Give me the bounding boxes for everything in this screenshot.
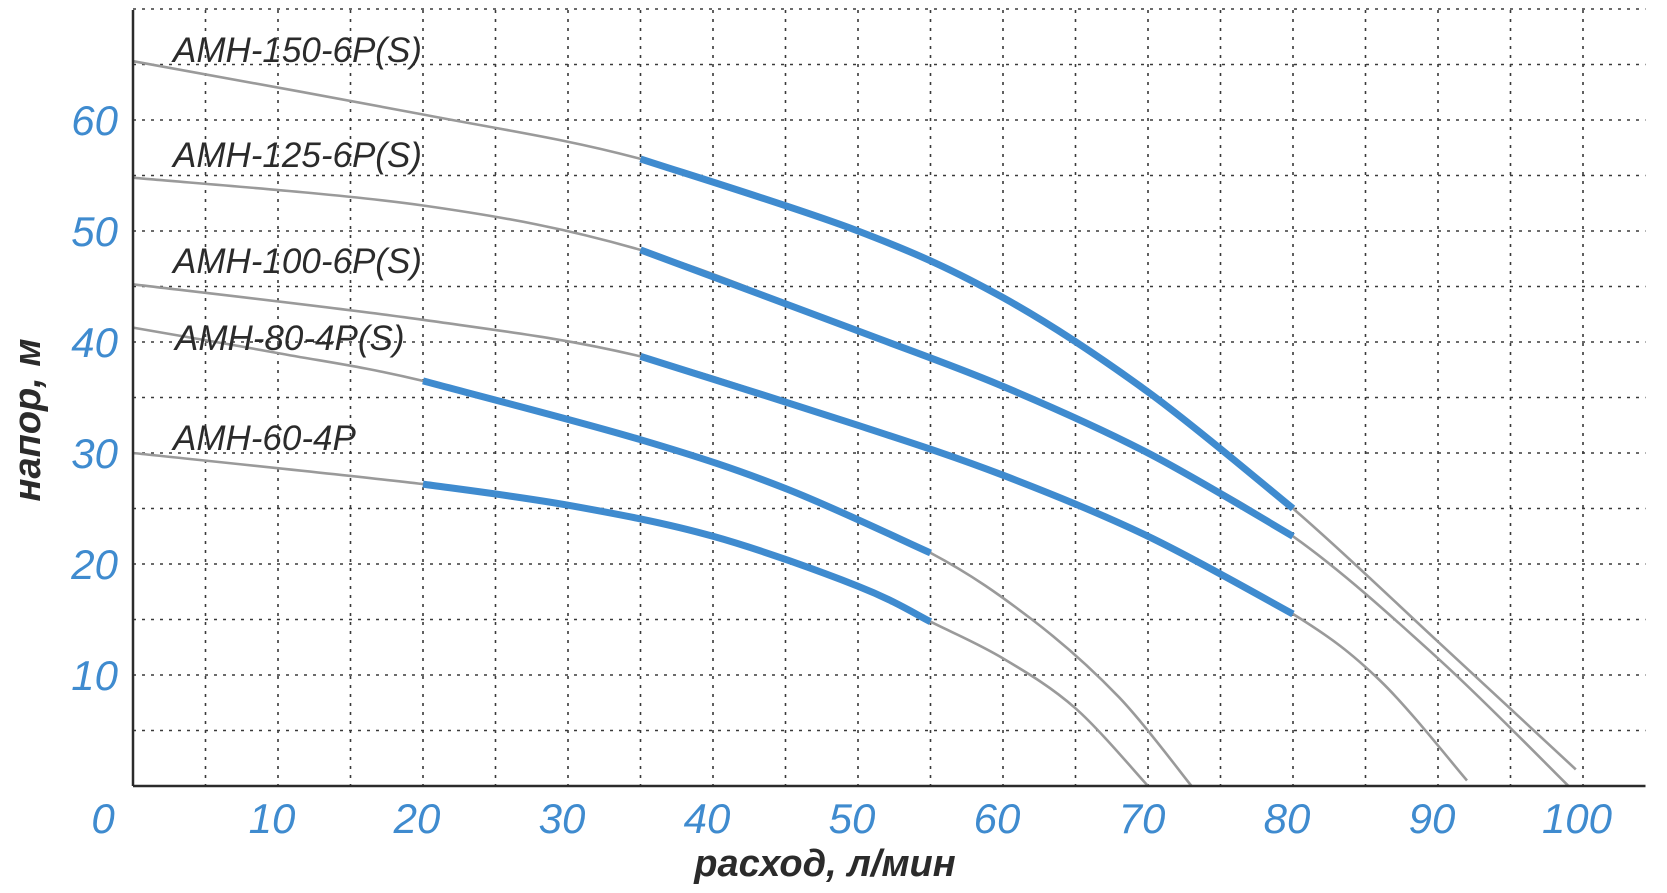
y-tick-label: 30 xyxy=(71,430,118,477)
pump-curves xyxy=(132,59,1577,787)
axes xyxy=(131,10,1646,788)
x-tick-label: 70 xyxy=(1119,795,1166,842)
y-tick-label: 10 xyxy=(71,652,118,699)
grid xyxy=(133,8,1646,786)
series-label: АМН-80-4Р(S) xyxy=(173,319,404,358)
series-curve xyxy=(132,283,1468,782)
series-working-range xyxy=(422,377,932,557)
series-curve xyxy=(132,451,1149,787)
y-tick-labels: 10 20 30 40 50 60 xyxy=(70,97,118,699)
series-label: АМН-100-6Р(S) xyxy=(171,242,422,281)
x-tick-label: 0 xyxy=(91,795,115,842)
x-axis-title: расход, л/мин xyxy=(693,843,956,885)
series-working-range xyxy=(639,353,1295,618)
series-working-range xyxy=(422,480,933,625)
y-axis-title: напор, м xyxy=(7,339,49,502)
x-tick-label: 80 xyxy=(1264,795,1311,842)
series-working-range xyxy=(639,246,1295,540)
x-tick-label: 100 xyxy=(1542,795,1613,842)
x-tick-label: 60 xyxy=(974,795,1021,842)
series-working-range xyxy=(639,155,1296,512)
x-tick-label: 90 xyxy=(1409,795,1456,842)
x-tick-label: 50 xyxy=(829,795,876,842)
x-tick-label: 40 xyxy=(684,795,731,842)
x-tick-labels: 0 10 20 30 40 50 60 70 80 90 100 xyxy=(91,795,1612,842)
y-tick-label: 60 xyxy=(71,97,118,144)
y-tick-label: 40 xyxy=(71,319,118,366)
y-tick-label: 50 xyxy=(71,208,118,255)
series-label: АМН-60-4Р xyxy=(171,419,356,458)
x-tick-label: 20 xyxy=(393,795,441,842)
x-tick-label: 30 xyxy=(539,795,586,842)
x-tick-label: 10 xyxy=(249,795,296,842)
y-tick-label: 20 xyxy=(70,541,118,588)
series-labels: АМН-150-6Р(S) АМН-125-6Р(S) АМН-100-6Р(S) А… xyxy=(171,31,422,458)
series-label: АМН-125-6Р(S) xyxy=(171,136,422,175)
series-label: АМН-150-6Р(S) xyxy=(171,31,422,70)
